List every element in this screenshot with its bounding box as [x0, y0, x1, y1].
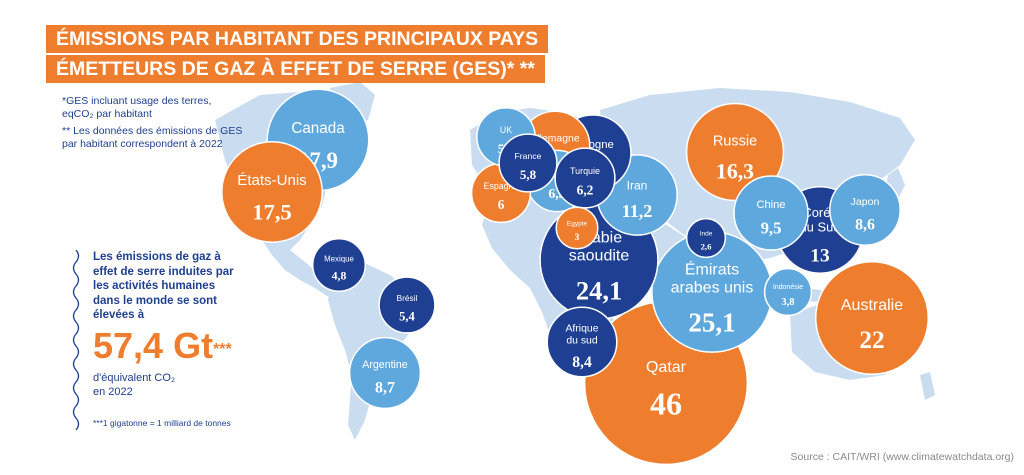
bubble-label-argentine: Argentine: [362, 359, 408, 371]
bubble-label-egypte: Egypte: [567, 220, 588, 227]
bubble-label-russie: Russie: [713, 133, 757, 149]
bubble-value-etats-unis: 17,5: [252, 200, 292, 225]
bubble-egypte: Egypte 3: [555, 206, 599, 250]
bubble-label-bresil: Brésil: [397, 293, 418, 303]
notes: *GES incluant usage des terres, eqCO₂ par…: [62, 95, 247, 155]
bubble-circle-japon: [829, 174, 901, 246]
bubble-label-coree-du-sud: du Sud: [799, 220, 840, 235]
bubble-value-inde: 2,6: [701, 242, 713, 252]
bubble-circle-australie: [814, 260, 930, 376]
bubble-circle-afrique-du-sud: [546, 306, 618, 378]
bubble-label-chine: Chine: [757, 199, 786, 211]
bubble-bresil: Brésil 5,4: [378, 276, 436, 334]
bubble-label-coree-du-sud: Corée: [802, 205, 837, 220]
bubble-circle-argentine: [348, 336, 422, 410]
bubble-value-chine: 9,5: [761, 218, 782, 237]
bubble-value-russie: 16,3: [716, 160, 754, 184]
bubble-argentine: Argentine 8,7: [348, 336, 422, 410]
bubble-value-turquie: 6,2: [577, 182, 594, 197]
bubble-label-emirats-arabes-unis: Émirats: [685, 259, 739, 278]
info-total-value: 57,4 Gt***: [93, 325, 243, 367]
bubble-label-afrique-du-sud: du sud: [566, 335, 597, 346]
bubble-label-arabie-saoudite: saoudite: [569, 248, 630, 265]
bubble-value-bresil: 5,4: [399, 309, 415, 323]
bubble-label-australie: Australie: [841, 297, 903, 314]
bubble-value-qatar: 46: [650, 386, 682, 422]
bubble-indonesie: Indonésie 3,8: [763, 267, 813, 317]
bubble-chine: Chine 9,5: [733, 175, 809, 251]
wavy-line-icon: [72, 250, 80, 430]
bubble-label-emirats-arabes-unis: arabes unis: [671, 279, 754, 296]
bubble-japon: Japon 8,6: [829, 174, 901, 246]
bubble-value-egypte: 3: [575, 233, 580, 243]
info-unit: d'équivalent CO₂ en 2022: [93, 371, 243, 399]
bubble-value-indonesie: 3,8: [781, 297, 794, 308]
total-value: 57,4 Gt: [93, 324, 214, 366]
bubble-label-espagne: Espagne: [484, 181, 519, 191]
source-text: Source : CAIT/WRI (www.climatewatchdata.…: [790, 451, 1014, 463]
bubble-label-qatar: Qatar: [646, 359, 687, 376]
new-zealand-shape: [920, 372, 935, 400]
bubble-label-japon: Japon: [851, 196, 880, 208]
unit-line-1: d'équivalent CO₂: [93, 371, 176, 384]
bubble-circle-indonesie: [763, 267, 813, 317]
bubble-label-allemagne: Allemagne: [530, 133, 579, 144]
bubble-mexique: Mexique 4,8: [311, 237, 367, 293]
bubble-circle-inde: [685, 217, 727, 259]
bubble-russie: Russie 16,3: [685, 102, 785, 202]
note-2: ** Les données des émissions de GES par …: [62, 125, 243, 150]
bubble-turquie: Turquie 6,2: [554, 147, 616, 209]
bubble-value-australie: 22: [859, 326, 884, 354]
bubble-label-indonesie: Indonésie: [773, 284, 803, 291]
info-text: Les émissions de gaz à effet de serre in…: [93, 251, 234, 321]
bubble-value-iran: 11,2: [622, 201, 653, 221]
bubble-label-canada: Canada: [291, 120, 345, 137]
bubble-label-turquie: Turquie: [570, 166, 600, 176]
bubble-circle-turquie: [554, 147, 616, 209]
bubble-label-france: France: [515, 151, 542, 161]
bubble-value-espagne: 6: [498, 197, 505, 212]
title-line-1: ÉMISSIONS PAR HABITANT DES PRINCIPAUX PA…: [46, 25, 549, 53]
bubble-etats-unis: États-Unis 17,5: [221, 141, 323, 243]
note-1-line-1: *GES incluant usage des terres,: [62, 95, 212, 107]
bubble-label-afrique-du-sud: Afrique: [565, 324, 598, 335]
bubble-value-japon: 8,6: [855, 216, 875, 233]
bubble-value-coree-du-sud: 13: [810, 245, 830, 266]
bubble-value-afrique-du-sud: 8,4: [572, 354, 592, 371]
bubble-label-iran: Iran: [627, 179, 648, 193]
bubble-label-mexique: Mexique: [324, 254, 354, 263]
bubble-circle-russie: [685, 102, 785, 202]
unit-line-2: en 2022: [93, 385, 133, 398]
info-footnote: ***1 gigatonne = 1 milliard de tonnes: [93, 418, 231, 428]
bubble-inde: Inde 2,6: [685, 217, 727, 259]
bubble-label-inde: Inde: [700, 231, 713, 238]
total-value-sup: ***: [213, 340, 232, 358]
bubble-label-etats-unis: États-Unis: [237, 172, 306, 189]
info-block: Les émissions de gaz à effet de serre in…: [93, 250, 243, 428]
bubble-circle-etats-unis: [221, 141, 323, 243]
bubble-label-uk: UK: [500, 125, 512, 135]
bubble-value-france: 5,8: [520, 167, 537, 182]
bubble-france: France 5,8: [498, 133, 558, 193]
bubble-australie: Australie 22: [814, 260, 930, 376]
bubble-value-arabie-saoudite: 24,1: [576, 275, 622, 305]
bubble-circle-egypte: [555, 206, 599, 250]
bubble-circle-bresil: [378, 276, 436, 334]
bubble-circle-mexique: [311, 237, 367, 293]
bubble-circle-chine: [733, 175, 809, 251]
bubble-value-mexique: 4,8: [332, 269, 347, 283]
bubble-value-argentine: 8,7: [375, 380, 395, 397]
bubble-circle-france: [498, 133, 558, 193]
title-line-2: ÉMETTEURS DE GAZ À EFFET DE SERRE (GES)*…: [46, 55, 545, 83]
bubble-value-emirats-arabes-unis: 25,1: [688, 307, 735, 337]
note-1-line-2: eqCO₂ par habitant: [62, 108, 152, 120]
